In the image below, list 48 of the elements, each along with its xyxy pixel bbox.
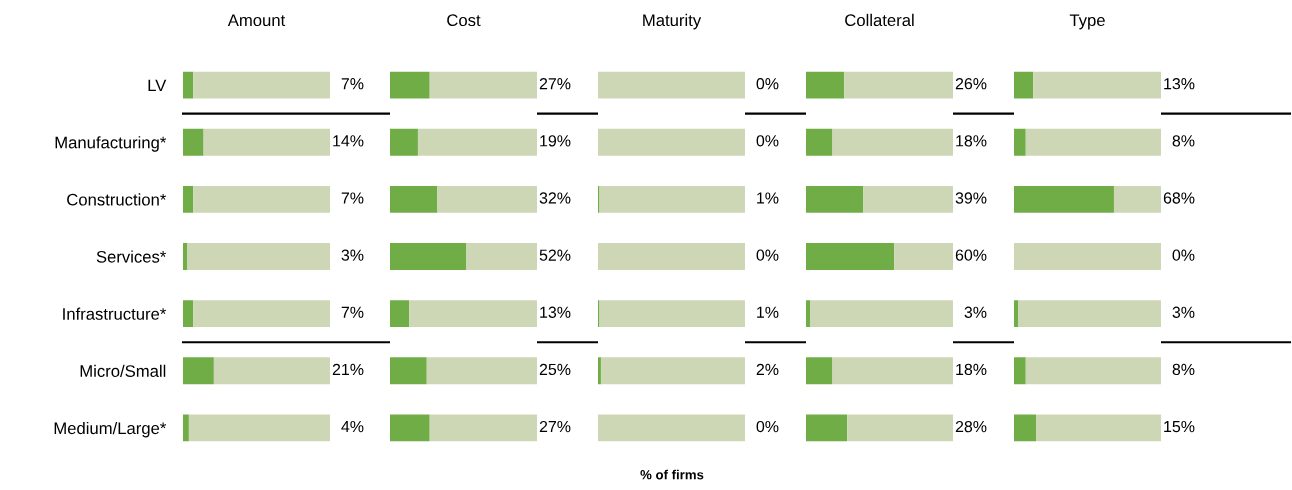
data-label: 3% — [964, 306, 987, 318]
data-label: 3% — [341, 249, 364, 261]
data-label: 39% — [955, 192, 987, 204]
data-label: 14% — [333, 135, 364, 147]
data-label: 27% — [539, 78, 571, 90]
data-label: 18% — [956, 135, 987, 147]
data-label: 0% — [756, 135, 779, 147]
chart-title: Type — [1069, 14, 1105, 30]
data-label: 13% — [540, 306, 571, 318]
data-label: 0% — [756, 420, 779, 433]
data-label: 2% — [756, 363, 779, 376]
data-label: 19% — [540, 135, 571, 147]
y-tick-label: Construction* — [67, 193, 167, 206]
y-tick-label: Manufacturing* — [55, 136, 167, 152]
chart-title: Amount — [227, 14, 286, 27]
data-label: 7% — [341, 192, 364, 204]
data-label: 25% — [539, 363, 571, 376]
chart-title: Collateral — [845, 13, 914, 27]
data-label: 28% — [955, 420, 987, 433]
y-tick-label: Services* — [96, 250, 167, 263]
data-label: 26% — [955, 78, 987, 90]
chart-title: Maturity — [643, 13, 702, 30]
data-label: 15% — [1164, 420, 1195, 433]
data-label: 13% — [1164, 78, 1195, 90]
data-label: 0% — [756, 249, 779, 261]
chart-title: Cost — [447, 14, 481, 27]
data-label: 32% — [539, 192, 571, 204]
data-label: 4% — [341, 420, 364, 433]
y-tick-label: Micro/Small — [80, 364, 166, 377]
data-label: 27% — [539, 420, 571, 433]
data-label: 3% — [1172, 306, 1195, 318]
data-label: 18% — [956, 363, 987, 376]
data-label: 1% — [757, 306, 779, 318]
data-label: 0% — [756, 78, 779, 90]
y-tick-label: Infrastructure* — [63, 307, 167, 320]
data-label: 21% — [332, 363, 364, 376]
data-label: 68% — [1163, 192, 1195, 204]
y-tick-label: LV — [148, 79, 167, 92]
data-label: 8% — [1172, 363, 1195, 376]
data-label: 8% — [1172, 135, 1195, 147]
y-tick-label: Medium/Large* — [54, 421, 167, 438]
data-label: 60% — [955, 249, 987, 261]
data-label: 1% — [757, 192, 779, 204]
data-label: 7% — [341, 306, 364, 318]
data-label: 7% — [341, 78, 364, 90]
data-label: 52% — [539, 249, 571, 261]
data-label: 0% — [1172, 249, 1195, 261]
text: % of firms — [640, 469, 704, 480]
